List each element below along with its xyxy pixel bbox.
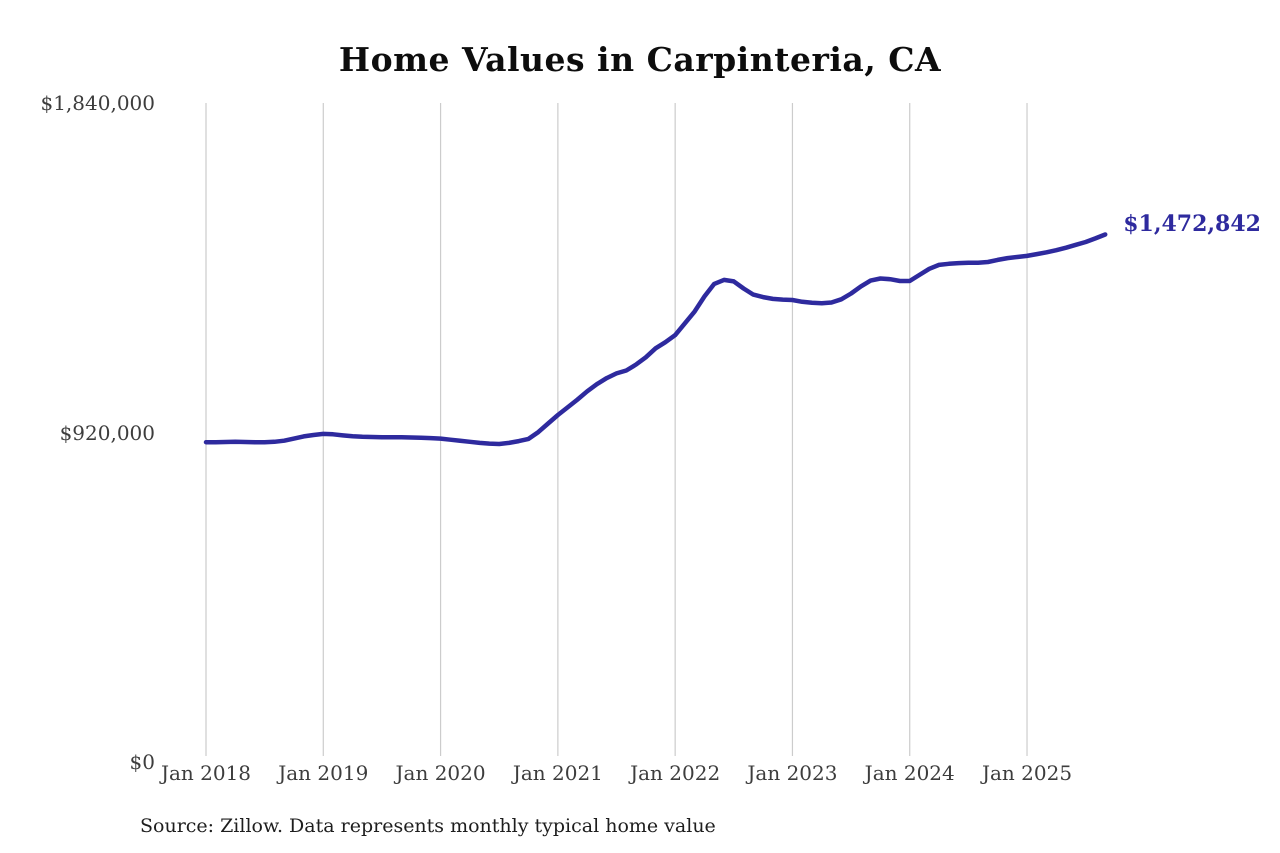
x-axis-tick-label: Jan 2022: [630, 761, 721, 785]
x-axis-tick-label: Jan 2021: [512, 761, 603, 785]
x-axis-tick-label: Jan 2019: [278, 761, 369, 785]
x-axis-tick-label: Jan 2023: [747, 761, 838, 785]
chart-title: Home Values in Carpinteria, CA: [338, 40, 942, 79]
y-axis-tick-label: $0: [129, 750, 155, 774]
x-axis-tick-label: Jan 2024: [864, 761, 955, 785]
source-note: Source: Zillow. Data represents monthly …: [140, 815, 716, 837]
x-axis-tick-label: Jan 2020: [395, 761, 486, 785]
x-axis-tick-label: Jan 2025: [981, 761, 1073, 785]
home-value-line: [203, 232, 1108, 447]
x-axis-tick-label: Jan 2018: [160, 761, 252, 785]
y-axis-tick-label: $920,000: [59, 420, 155, 445]
current-value-label: $1,472,842: [1123, 211, 1261, 238]
gridlines-group: [205, 103, 1028, 756]
y-axis-tick-label: $1,840,000: [40, 91, 155, 115]
